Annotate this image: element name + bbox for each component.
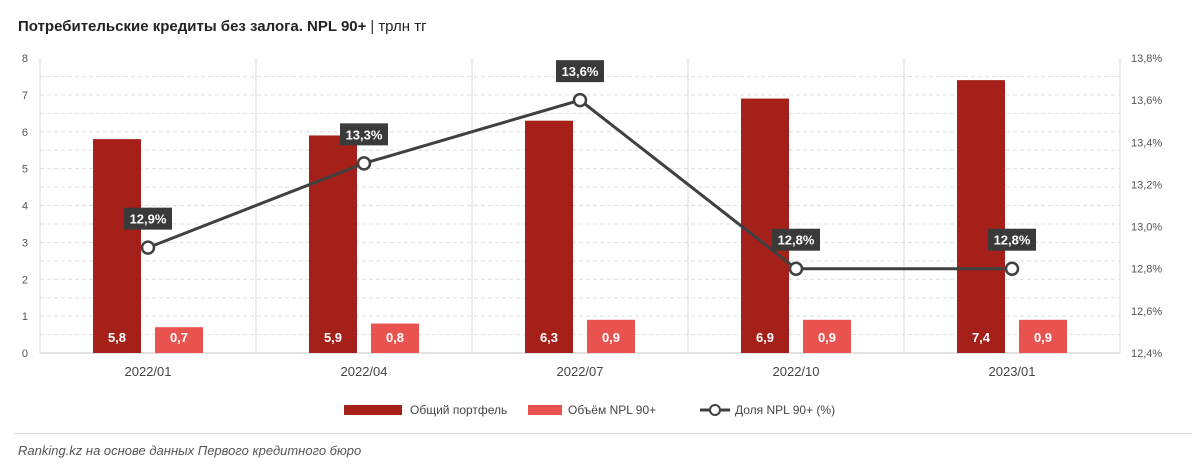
bar-npl-volume bbox=[587, 319, 635, 353]
y-right-tick-label: 13,8% bbox=[1131, 53, 1162, 65]
chart-title-main: Потребительские кредиты без залога. NPL … bbox=[18, 18, 367, 35]
bar-npl-volume-label: 0,9 bbox=[818, 330, 836, 345]
y-left-tick-label: 6 bbox=[22, 127, 28, 139]
bar-npl-volume-label: 0,9 bbox=[1034, 330, 1052, 345]
y-left-tick-label: 1 bbox=[22, 311, 28, 323]
bar-portfolio-label: 6,3 bbox=[540, 330, 558, 345]
chart-title-unit: трлн тг bbox=[378, 18, 427, 35]
npl-share-label: 12,8% bbox=[778, 233, 815, 248]
npl-share-point bbox=[788, 261, 804, 276]
legend-marker-npl-share bbox=[709, 404, 721, 416]
bar-npl-volume bbox=[1019, 319, 1067, 353]
bar-portfolio bbox=[741, 98, 789, 353]
bar-portfolio bbox=[309, 135, 357, 353]
y-right-tick-label: 12,6% bbox=[1131, 306, 1162, 318]
y-left-tick-label: 0 bbox=[22, 348, 28, 360]
legend-swatch-npl-volume bbox=[528, 405, 562, 415]
combo-chart: 0 1 2 3 4 5 6 7 8 12,4% 12,6% 12,8% 13,0% 13,2% 13,4% 1… bbox=[22, 53, 1163, 417]
y-left-tick-label: 3 bbox=[22, 237, 28, 249]
bar-portfolio-label: 5,9 bbox=[324, 330, 342, 345]
npl-share-label-box bbox=[124, 207, 172, 230]
y-left-tick-label: 7 bbox=[22, 90, 28, 102]
x-tick-label: 2022/04 bbox=[341, 364, 388, 379]
npl-share-label-box bbox=[772, 228, 820, 251]
y-right-tick-label: 12,8% bbox=[1131, 264, 1162, 276]
y-left-tick-label: 8 bbox=[22, 53, 28, 65]
npl-share-label-box bbox=[556, 60, 604, 83]
y-right-tick-label: 13,4% bbox=[1131, 137, 1162, 149]
npl-share-label-box bbox=[340, 123, 388, 146]
bar-portfolio bbox=[93, 139, 141, 353]
bar-npl-volume-label: 0,9 bbox=[602, 330, 620, 345]
footer-divider bbox=[14, 433, 1192, 434]
y-right-tick-label: 13,0% bbox=[1131, 222, 1162, 234]
x-tick-label: 2022/01 bbox=[125, 364, 172, 379]
bar-portfolio-label: 7,4 bbox=[972, 330, 991, 345]
bar-npl-volume-label: 0,7 bbox=[170, 330, 188, 345]
npl-share-label: 13,3% bbox=[346, 127, 383, 142]
y-left-tick-label: 2 bbox=[22, 274, 28, 286]
bar-portfolio-label: 6,9 bbox=[756, 330, 774, 345]
npl-share-point bbox=[356, 156, 372, 171]
npl-share-line bbox=[147, 98, 1012, 271]
legend-label-npl-volume: Объём NPL 90+ bbox=[568, 403, 656, 417]
y-right-tick-label: 13,6% bbox=[1131, 95, 1162, 107]
y-left-tick-label: 4 bbox=[22, 201, 28, 213]
legend-label-npl-share: Доля NPL 90+ (%) bbox=[735, 403, 835, 417]
chart-title: Потребительские кредиты без залога. NPL … bbox=[18, 18, 427, 35]
npl-share-point bbox=[140, 240, 156, 255]
bar-portfolio bbox=[525, 120, 573, 353]
x-tick-label: 2022/07 bbox=[557, 364, 604, 379]
bar-npl-volume bbox=[803, 319, 851, 353]
source-note: Ranking.kz на основе данных Первого кред… bbox=[18, 443, 362, 458]
y-right-tick-label: 12,4% bbox=[1131, 348, 1162, 360]
y-right-tick-label: 13,2% bbox=[1131, 179, 1162, 191]
y-left-tick-label: 5 bbox=[22, 164, 28, 176]
bar-portfolio bbox=[957, 80, 1005, 353]
x-tick-label: 2023/01 bbox=[989, 364, 1036, 379]
npl-share-point bbox=[1004, 261, 1020, 276]
bar-npl-volume bbox=[155, 327, 203, 353]
bar-portfolio-label: 5,8 bbox=[108, 330, 126, 345]
bar-npl-volume-label: 0,8 bbox=[386, 330, 404, 345]
title-separator: | bbox=[370, 18, 375, 35]
npl-share-label: 12,8% bbox=[994, 233, 1031, 248]
npl-share-point bbox=[572, 92, 588, 108]
npl-share-label-box bbox=[988, 228, 1036, 251]
npl-share-label: 13,6% bbox=[562, 64, 599, 79]
x-tick-label: 2022/10 bbox=[773, 364, 820, 379]
npl-share-label: 12,9% bbox=[130, 212, 167, 227]
legend-swatch-portfolio bbox=[344, 405, 402, 415]
bar-npl-volume bbox=[371, 323, 419, 353]
legend-label-portfolio: Общий портфель bbox=[410, 403, 507, 417]
